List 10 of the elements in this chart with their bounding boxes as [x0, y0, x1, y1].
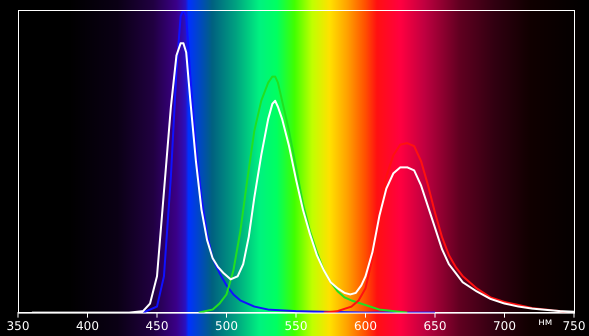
x-tick-label: 600	[354, 318, 377, 333]
x-tick-label: 500	[215, 318, 238, 333]
x-tick-label: 450	[146, 318, 168, 333]
x-axis-title: нм	[538, 317, 552, 328]
x-tick-label: 550	[284, 318, 308, 333]
x-tick-label: 750	[562, 318, 586, 333]
x-tick-label: 700	[493, 318, 516, 333]
x-tick-label: 400	[76, 318, 99, 333]
x-tick-label: 350	[6, 318, 30, 333]
x-tick-label: 650	[424, 318, 446, 333]
